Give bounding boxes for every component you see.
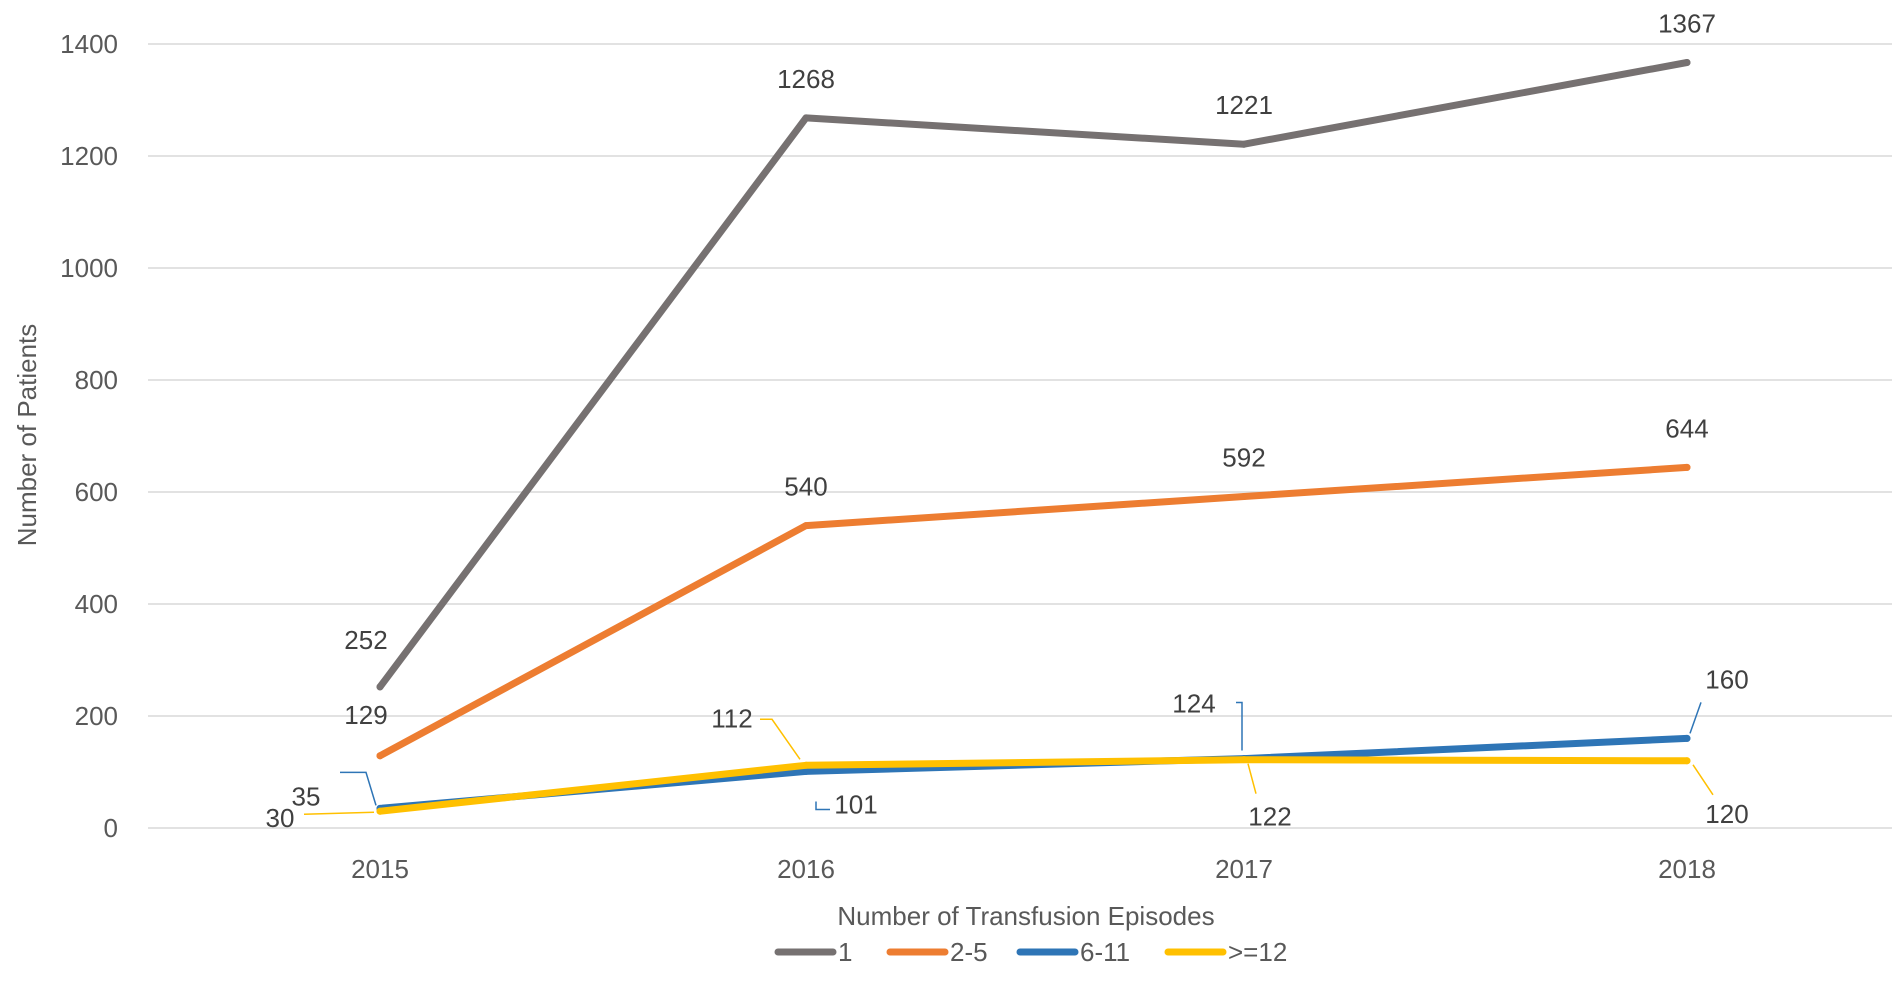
leader-line	[303, 811, 375, 815]
x-axis-title: Number of Transfusion Episodes	[837, 901, 1214, 931]
data-point	[1683, 463, 1691, 471]
x-tick-label: 2016	[777, 854, 835, 884]
y-tick-label: 400	[75, 589, 118, 619]
data-label: 30	[266, 803, 295, 833]
leader-line	[1236, 701, 1243, 751]
data-label: 120	[1705, 799, 1748, 829]
y-tick-label: 200	[75, 701, 118, 731]
legend: 1 2-5 6-11 >=12	[774, 937, 1287, 967]
series-line-0	[376, 59, 1691, 691]
data-point	[1683, 734, 1691, 742]
leader-line	[1247, 763, 1257, 794]
leader-line	[815, 801, 830, 811]
data-label: 1221	[1215, 90, 1273, 120]
data-point	[802, 114, 810, 122]
leader-line	[340, 771, 377, 806]
data-label: 644	[1665, 413, 1708, 443]
data-label: 540	[784, 472, 827, 502]
data-label: 1268	[777, 64, 835, 94]
data-label: 160	[1705, 664, 1748, 694]
data-point	[802, 767, 810, 775]
leader-line	[1692, 764, 1714, 796]
data-point	[1240, 492, 1248, 500]
x-axis: 2015 2016 2017 2018	[351, 854, 1716, 884]
legend-label-1: 2-5	[950, 937, 988, 967]
x-tick-label: 2017	[1215, 854, 1273, 884]
leader-line	[1689, 702, 1702, 734]
leader-line	[760, 718, 801, 760]
data-label: 592	[1222, 442, 1265, 472]
y-tick-label: 1200	[60, 141, 118, 171]
data-label: 124	[1172, 689, 1215, 719]
data-label: 252	[344, 625, 387, 655]
y-tick-label: 600	[75, 477, 118, 507]
data-point	[1683, 58, 1691, 66]
y-tick-label: 1000	[60, 253, 118, 283]
data-label: 122	[1248, 802, 1291, 832]
series-lines	[376, 58, 1691, 815]
y-tick-label: 1400	[60, 29, 118, 59]
data-point	[376, 683, 384, 691]
data-point	[376, 807, 384, 815]
y-axis-title: Number of Patients	[12, 324, 42, 547]
legend-label-0: 1	[838, 937, 852, 967]
legend-label-3: >=12	[1228, 937, 1287, 967]
data-point	[802, 761, 810, 769]
gridlines	[148, 43, 1892, 829]
data-point	[1240, 756, 1248, 764]
data-label: 129	[344, 700, 387, 730]
series-line-2	[376, 734, 1691, 812]
data-label: 112	[711, 703, 752, 733]
data-point	[1240, 140, 1248, 148]
data-label: 101	[834, 789, 877, 819]
x-tick-label: 2018	[1658, 854, 1716, 884]
data-label: 35	[292, 781, 321, 811]
data-point	[1683, 757, 1691, 765]
series-line-1	[376, 463, 1691, 760]
data-labels: 252 1268 1221 1367 129 540 592 644 35 101 124 160 30…	[266, 8, 1749, 833]
data-point	[802, 522, 810, 530]
x-tick-label: 2015	[351, 854, 409, 884]
y-tick-label: 0	[104, 813, 118, 843]
data-point	[376, 752, 384, 760]
legend-label-2: 6-11	[1080, 937, 1130, 967]
y-axis: 0 200 400 600 800 1000 1200 1400	[60, 29, 118, 843]
data-label: 1367	[1658, 8, 1716, 38]
series-line-3	[376, 756, 1691, 815]
y-tick-label: 800	[75, 365, 118, 395]
